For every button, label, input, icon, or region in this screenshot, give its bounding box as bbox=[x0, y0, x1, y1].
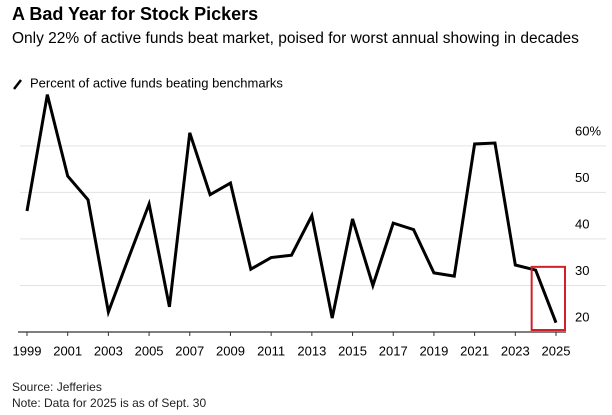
x-tick-label: 2003 bbox=[94, 343, 123, 358]
y-tick-label: 60% bbox=[575, 123, 601, 138]
chart-title: A Bad Year for Stock Pickers bbox=[12, 4, 259, 24]
note: Note: Data for 2025 is as of Sept. 30 bbox=[12, 396, 207, 410]
legend-label: Percent of active funds beating benchmar… bbox=[30, 75, 283, 90]
y-tick-label: 30 bbox=[575, 263, 589, 278]
source: Source: Jefferies bbox=[12, 380, 102, 394]
x-tick-label: 2019 bbox=[419, 343, 448, 358]
data-line bbox=[25, 94, 558, 324]
y-tick-label: 20 bbox=[575, 309, 589, 324]
y-tick-label: 50 bbox=[575, 170, 589, 185]
legend-swatch bbox=[13, 79, 22, 90]
x-tick-label: 2005 bbox=[135, 343, 164, 358]
y-tick-label: 40 bbox=[575, 216, 589, 231]
x-tick-label: 2001 bbox=[53, 343, 82, 358]
x-tick-label: 2015 bbox=[338, 343, 367, 358]
chart-subtitle: Only 22% of active funds beat market, po… bbox=[12, 30, 579, 47]
x-tick-label: 2023 bbox=[501, 343, 530, 358]
highlight-box bbox=[530, 265, 567, 332]
x-tick-label: 2017 bbox=[379, 343, 408, 358]
x-tick-label: 2009 bbox=[216, 343, 245, 358]
x-tick-label: 2011 bbox=[257, 343, 285, 358]
x-tick-label: 2025 bbox=[542, 343, 571, 358]
x-tick-label: 1999 bbox=[13, 343, 42, 358]
x-tick-label: 2013 bbox=[297, 343, 326, 358]
x-tick-label: 2007 bbox=[175, 343, 204, 358]
x-tick-label: 2021 bbox=[460, 343, 489, 358]
